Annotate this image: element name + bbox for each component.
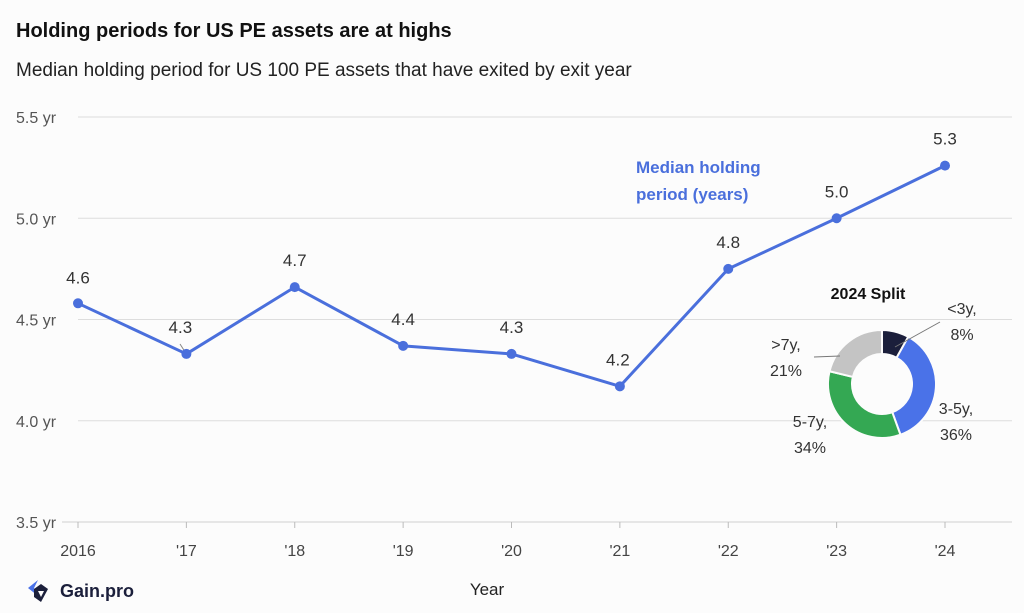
data-label: 4.3 bbox=[169, 318, 193, 337]
data-point bbox=[73, 298, 83, 309]
data-point bbox=[181, 348, 192, 359]
data-label: 4.3 bbox=[500, 318, 524, 337]
donut-percent-label: 21% bbox=[770, 363, 802, 380]
series-annotation: period (years) bbox=[636, 185, 748, 204]
data-point bbox=[506, 348, 517, 359]
data-label: 4.6 bbox=[66, 268, 90, 287]
x-tick-label: 2016 bbox=[60, 543, 96, 560]
x-tick-label: '21 bbox=[609, 543, 630, 560]
y-tick-label: 5.5 yr bbox=[16, 110, 57, 127]
donut-category-label: <3y, bbox=[947, 301, 977, 318]
x-tick-label: '22 bbox=[718, 543, 739, 560]
data-label: 5.3 bbox=[933, 130, 957, 149]
y-tick-label: 3.5 yr bbox=[16, 515, 57, 532]
x-tick-label: '23 bbox=[826, 543, 847, 560]
donut-category-label: 5-7y, bbox=[793, 414, 827, 431]
data-label: 4.4 bbox=[391, 310, 415, 329]
y-tick-label: 5.0 yr bbox=[16, 211, 57, 228]
data-point bbox=[831, 213, 842, 224]
data-point bbox=[614, 381, 625, 392]
x-tick-label: '18 bbox=[284, 543, 305, 560]
donut-percent-label: 36% bbox=[940, 427, 972, 444]
donut-slice bbox=[827, 370, 902, 439]
data-point bbox=[398, 340, 409, 351]
x-tick-label: '19 bbox=[393, 543, 414, 560]
donut-percent-label: 8% bbox=[950, 327, 973, 344]
donut-title: 2024 Split bbox=[831, 286, 906, 303]
data-label: 4.7 bbox=[283, 251, 307, 270]
data-point bbox=[940, 160, 950, 171]
chart-subtitle: Median holding period for US 100 PE asse… bbox=[16, 60, 632, 81]
data-label: 4.8 bbox=[716, 233, 740, 252]
donut-category-label: >7y, bbox=[771, 337, 801, 354]
donut-leader bbox=[813, 355, 841, 358]
data-point bbox=[289, 282, 300, 293]
x-axis-title: Year bbox=[470, 580, 505, 599]
donut-leader bbox=[894, 321, 941, 348]
donut-category-label: 3-5y, bbox=[939, 401, 973, 418]
x-tick-label: '17 bbox=[176, 543, 197, 560]
donut-slice bbox=[890, 335, 937, 437]
y-tick-label: 4.5 yr bbox=[16, 313, 57, 330]
y-tick-label: 4.0 yr bbox=[16, 414, 57, 431]
donut-slice bbox=[828, 328, 883, 379]
chart-title: Holding periods for US PE assets are at … bbox=[16, 20, 452, 42]
data-label: 5.0 bbox=[825, 182, 849, 201]
data-label: 4.2 bbox=[606, 350, 630, 369]
x-tick-label: '24 bbox=[935, 543, 956, 560]
brand-logo: Gain.pro bbox=[24, 577, 134, 605]
series-annotation: Median holding bbox=[636, 158, 761, 177]
data-point bbox=[723, 263, 734, 274]
brand-name: Gain.pro bbox=[60, 580, 135, 601]
donut-percent-label: 34% bbox=[794, 440, 826, 457]
x-tick-label: '20 bbox=[501, 543, 522, 560]
gainpro-logo-icon bbox=[28, 580, 48, 602]
